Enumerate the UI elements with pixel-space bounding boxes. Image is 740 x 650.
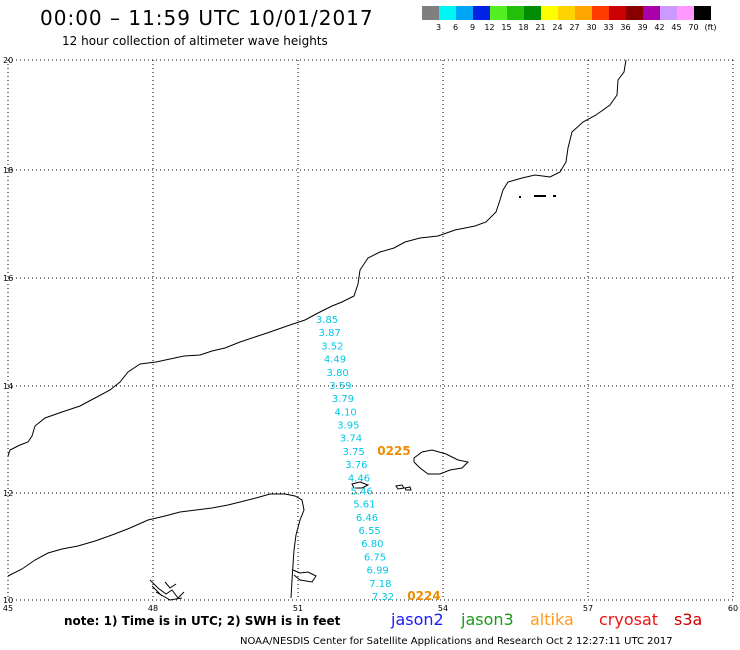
legend-swatch — [558, 6, 575, 20]
legend-label: 36 — [620, 23, 631, 32]
longitude-label: 57 — [583, 604, 593, 613]
latitude-label: 14 — [3, 382, 13, 391]
graticule-grid — [7, 59, 734, 601]
latitude-label: 16 — [3, 274, 13, 283]
legend-label: 33 — [603, 23, 614, 32]
legend-label: 15 — [501, 23, 512, 32]
swh-value: 6.55 — [359, 526, 381, 537]
latitude-label: 20 — [3, 56, 13, 65]
swh-value: 7.32 — [372, 592, 394, 603]
swh-value: 6.46 — [356, 513, 378, 524]
footer-note: note: 1) Time is in UTC; 2) SWH is in fe… — [64, 614, 341, 628]
latitude-label: 12 — [3, 489, 13, 498]
credit-line: NOAA/NESDIS Center for Satellite Applica… — [240, 636, 673, 647]
horn-tip — [292, 569, 317, 583]
swh-value: 5.46 — [351, 486, 373, 497]
swh-value: 3.52 — [321, 341, 343, 352]
page-subtitle: 12 hour collection of altimeter wave hei… — [62, 34, 328, 48]
satellite-s3a-label: s3a — [674, 610, 703, 629]
legend-label: 39 — [637, 23, 648, 32]
legend-swatch — [524, 6, 541, 20]
longitude-label: 51 — [293, 604, 303, 613]
swh-value: 3.95 — [337, 421, 359, 432]
legend-label: 18 — [518, 23, 529, 32]
longitude-label: 45 — [3, 604, 13, 613]
satellite-jason3-label: jason3 — [461, 610, 514, 629]
swh-value: 4.46 — [348, 473, 370, 484]
satellite-jason2-label: jason2 — [391, 610, 444, 629]
legend-label: 27 — [569, 23, 580, 32]
legend-swatch — [575, 6, 592, 20]
satellite-cryosat-label: cryosat — [599, 610, 659, 629]
swh-value: 5.61 — [353, 500, 375, 511]
latitude-label: 18 — [3, 166, 13, 175]
swh-value: 7.18 — [369, 579, 391, 590]
small-island-1 — [395, 484, 405, 490]
legend-swatch — [677, 6, 694, 20]
swh-value: 3.85 — [316, 315, 338, 326]
legend-label: 3 — [435, 23, 442, 32]
legend-label: 70 — [688, 23, 699, 32]
legend-swatch — [643, 6, 660, 20]
swh-value: 6.75 — [364, 552, 386, 563]
swh-value: 3.87 — [319, 328, 341, 339]
longitude-label: 54 — [438, 604, 448, 613]
legend-swatch — [592, 6, 609, 20]
small-island-2 — [404, 486, 412, 491]
legend-label: 30 — [586, 23, 597, 32]
legend-swatch — [660, 6, 677, 20]
legend-swatch — [422, 6, 439, 20]
legend-label: 24 — [552, 23, 563, 32]
pass-time-label: 0224 — [407, 589, 440, 603]
coastline — [7, 59, 627, 601]
legend-swatch — [490, 6, 507, 20]
legend-label: (ft) — [704, 23, 717, 32]
longitude-label: 48 — [148, 604, 158, 613]
satellite-altika-label: altika — [530, 610, 574, 629]
swh-value: 3.59 — [329, 381, 351, 392]
swh-value: 3.79 — [332, 394, 354, 405]
legend-label: 6 — [452, 23, 459, 32]
swh-value: 6.99 — [367, 566, 389, 577]
coastal-islets — [149, 579, 185, 601]
legend-swatch — [439, 6, 456, 20]
arabian-coastline — [7, 59, 627, 457]
legend-swatch — [609, 6, 626, 20]
legend-label: 42 — [654, 23, 665, 32]
abd-al-kuri-island — [351, 481, 370, 489]
legend-swatch — [456, 6, 473, 20]
swh-value: 3.76 — [345, 460, 367, 471]
legend-swatch — [541, 6, 558, 20]
legend-swatch — [507, 6, 524, 20]
swh-value: 4.49 — [324, 355, 346, 366]
swh-value: 3.80 — [327, 368, 349, 379]
legend-label: 45 — [671, 23, 682, 32]
legend-swatch — [694, 6, 711, 20]
page-title: 00:00 – 11:59 UTC 10/01/2017 — [40, 6, 374, 30]
latitude-label: 10 — [3, 596, 13, 605]
legend-label: 21 — [535, 23, 546, 32]
swh-value: 3.75 — [343, 447, 365, 458]
legend-swatch — [473, 6, 490, 20]
somali-coastline — [7, 493, 305, 599]
kuria-muria-islands — [519, 195, 556, 198]
swh-value: 6.80 — [361, 539, 383, 550]
longitude-label: 60 — [728, 604, 738, 613]
swh-value: 4.10 — [335, 407, 357, 418]
legend-swatch — [626, 6, 643, 20]
pass-time-label: 0225 — [377, 444, 410, 458]
socotra-island — [413, 449, 470, 475]
swh-value: 3.74 — [340, 434, 362, 445]
legend-label: 9 — [469, 23, 476, 32]
legend-label: 12 — [484, 23, 495, 32]
